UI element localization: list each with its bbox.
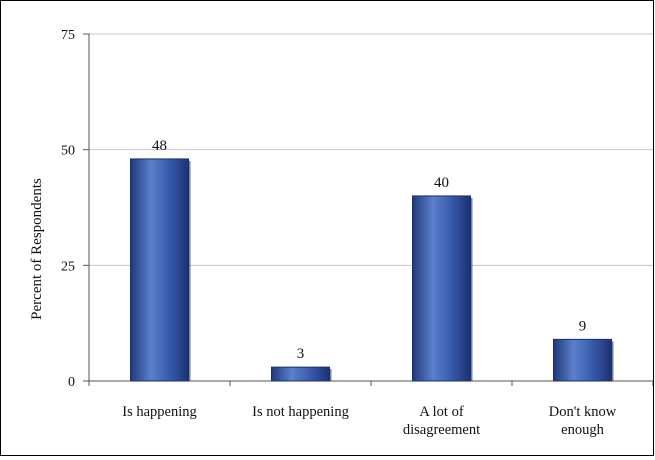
y-axis-title: Percent of Respondents (29, 178, 45, 320)
x-tick-label-2-0: A lot of (419, 404, 463, 420)
y-tick-label-3: 75 (61, 28, 75, 43)
data-label-2: 40 (434, 175, 449, 191)
bars (130, 158, 614, 382)
y-tick-label-2: 50 (61, 144, 75, 159)
data-label-1: 3 (297, 346, 305, 362)
y-tick-label-0: 0 (68, 375, 75, 390)
bar-1 (271, 366, 330, 382)
x-tick-label-3-1: enough (561, 422, 604, 438)
y-tick-label-1: 25 (61, 259, 75, 274)
x-tick-label-0-0: Is happening (122, 404, 197, 420)
x-tick-label-3-0: Don't know (549, 404, 617, 420)
bar-0 (130, 158, 189, 382)
data-label-3: 9 (579, 318, 587, 334)
x-tick-label-2-1: disagreement (403, 422, 480, 438)
labels: 0 25 50 75 48 Is happening 3 Is not happening 40… (61, 28, 617, 438)
bar-2 (412, 195, 471, 382)
x-tick-label-1-0: Is not happening (252, 404, 349, 420)
bar-3 (553, 338, 612, 382)
data-label-0: 48 (152, 138, 167, 154)
